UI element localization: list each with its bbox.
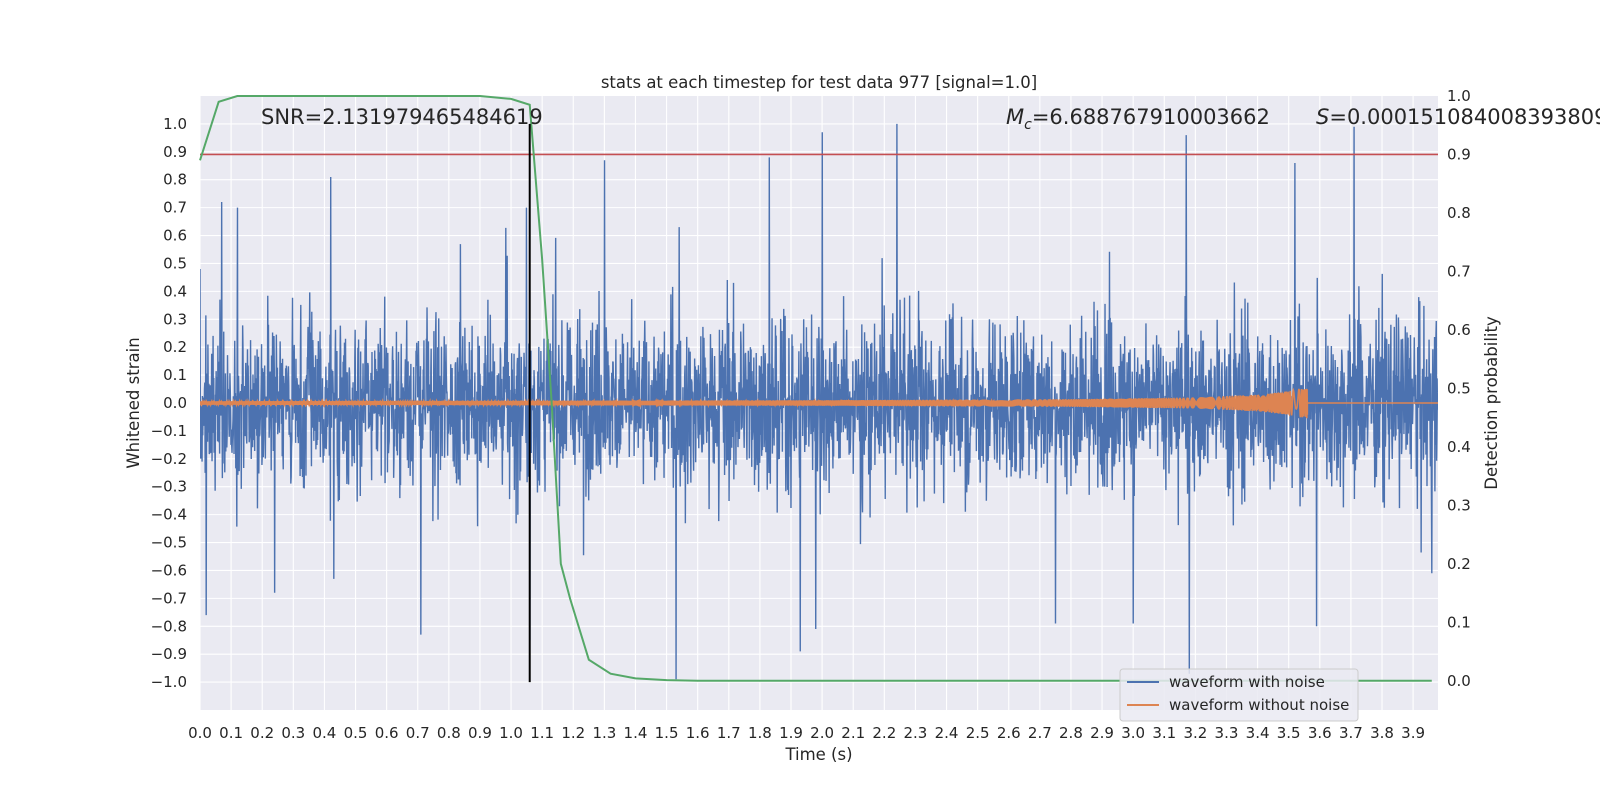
y2-tick-label: 0.6 bbox=[1447, 321, 1471, 339]
x-tick-label: 2.8 bbox=[1059, 724, 1083, 742]
x-tick-label: 1.7 bbox=[717, 724, 741, 742]
x-tick-label: 1.4 bbox=[624, 724, 648, 742]
x-axis-label: Time (s) bbox=[784, 745, 852, 764]
s-annotation: S=0.000151084008393809 bbox=[1316, 105, 1600, 129]
y-axis-label: Whitened strain bbox=[124, 337, 143, 468]
legend-box bbox=[1119, 668, 1359, 722]
x-tick-label: 0.3 bbox=[281, 724, 305, 742]
x-tick-label: 0.1 bbox=[219, 724, 243, 742]
y-tick-label: 0.1 bbox=[163, 366, 187, 384]
y-tick-label: −0.1 bbox=[151, 422, 187, 440]
y2-tick-label: 0.2 bbox=[1447, 555, 1471, 573]
clean-waveform-line bbox=[200, 387, 1438, 419]
x-tick-label: 3.4 bbox=[1246, 724, 1270, 742]
chirp-mass-value: =6.688767910003662 bbox=[1032, 105, 1270, 129]
chirp-mass-symbol: M bbox=[1006, 105, 1024, 129]
y-tick-label: −0.6 bbox=[151, 561, 187, 579]
x-tick-label: 3.9 bbox=[1401, 724, 1425, 742]
y-tick-label: −1.0 bbox=[151, 673, 187, 691]
x-tick-label: 0.9 bbox=[468, 724, 492, 742]
y2-tick-label: 0.7 bbox=[1447, 262, 1471, 280]
y-tick-label: 0.2 bbox=[163, 338, 187, 356]
y-tick-labels: 1.0 0.9 0.8 0.7 0.6 0.5 0.4 0.3 0.2 0.1 0.0 −0.1 −0.… bbox=[151, 115, 187, 691]
y2-tick-label: 0.5 bbox=[1447, 379, 1471, 397]
x-tick-labels: 0.0 0.1 0.2 0.3 0.4 0.5 0.6 0.7 0.8 0.9 1.0 1.1 1.2 1… bbox=[188, 724, 1425, 742]
chirp-mass-annotation: Mc=6.688767910003662 bbox=[1006, 105, 1270, 133]
x-tick-label: 1.2 bbox=[561, 724, 585, 742]
y-tick-label: 0.4 bbox=[163, 282, 187, 300]
x-tick-label: 3.5 bbox=[1277, 724, 1301, 742]
y2-tick-labels: 1.0 0.9 0.8 0.7 0.6 0.5 0.4 0.3 0.2 0.1 0.0 bbox=[1447, 87, 1471, 690]
x-tick-label: 2.9 bbox=[1090, 724, 1114, 742]
s-value: =0.000151084008393809 bbox=[1329, 105, 1600, 129]
x-tick-label: 3.1 bbox=[1152, 724, 1176, 742]
y-tick-label: −0.4 bbox=[151, 506, 187, 524]
x-tick-label: 3.6 bbox=[1308, 724, 1332, 742]
x-tick-label: 3.0 bbox=[1121, 724, 1145, 742]
legend-label-without-noise: waveform without noise bbox=[1169, 696, 1349, 714]
x-tick-label: 2.4 bbox=[935, 724, 959, 742]
x-tick-label: 0.6 bbox=[375, 724, 399, 742]
y-tick-label: 0.3 bbox=[163, 310, 187, 328]
x-tick-label: 0.4 bbox=[312, 724, 336, 742]
y2-tick-label: 0.9 bbox=[1447, 145, 1471, 163]
y-tick-label: −0.7 bbox=[151, 589, 187, 607]
y-tick-label: 0.6 bbox=[163, 227, 187, 245]
y-tick-label: −0.3 bbox=[151, 478, 187, 496]
y-tick-label: 1.0 bbox=[163, 115, 187, 133]
y-tick-label: 0.7 bbox=[163, 199, 187, 217]
y2-axis-label: Detection probability bbox=[1482, 316, 1501, 490]
x-tick-label: 0.2 bbox=[250, 724, 274, 742]
x-tick-label: 0.5 bbox=[344, 724, 368, 742]
x-tick-label: 1.0 bbox=[499, 724, 523, 742]
y2-tick-label: 0.0 bbox=[1447, 672, 1471, 690]
x-tick-label: 1.6 bbox=[686, 724, 710, 742]
y-tick-label: −0.5 bbox=[151, 534, 187, 552]
y2-tick-label: 0.3 bbox=[1447, 496, 1471, 514]
x-tick-label: 2.2 bbox=[872, 724, 896, 742]
y-tick-label: 0.9 bbox=[163, 143, 187, 161]
x-tick-label: 2.6 bbox=[997, 724, 1021, 742]
x-tick-label: 3.8 bbox=[1370, 724, 1394, 742]
y-tick-label: 0.8 bbox=[163, 171, 187, 189]
x-tick-label: 3.7 bbox=[1339, 724, 1363, 742]
x-tick-label: 2.7 bbox=[1028, 724, 1052, 742]
x-tick-label: 1.5 bbox=[655, 724, 679, 742]
y-tick-label: 0.5 bbox=[163, 254, 187, 272]
horizontal-gridlines bbox=[200, 123, 1438, 683]
x-tick-label: 3.2 bbox=[1183, 724, 1207, 742]
x-tick-label: 0.0 bbox=[188, 724, 212, 742]
y2-tick-label: 0.8 bbox=[1447, 204, 1471, 222]
y-tick-label: −0.8 bbox=[151, 617, 187, 635]
x-tick-label: 1.8 bbox=[748, 724, 772, 742]
legend-label-with-noise: waveform with noise bbox=[1169, 673, 1325, 691]
y2-tick-label: 1.0 bbox=[1447, 87, 1471, 105]
x-tick-label: 3.3 bbox=[1215, 724, 1239, 742]
chirp-mass-subscript: c bbox=[1024, 117, 1032, 133]
x-tick-label: 2.5 bbox=[966, 724, 990, 742]
x-tick-label: 0.7 bbox=[406, 724, 430, 742]
x-tick-label: 2.3 bbox=[903, 724, 927, 742]
series-detection-probability bbox=[199, 95, 1432, 682]
y-tick-label: −0.9 bbox=[151, 645, 187, 663]
chart-title: stats at each timestep for test data 977… bbox=[601, 73, 1037, 92]
s-symbol: S bbox=[1316, 105, 1329, 129]
x-tick-label: 2.0 bbox=[810, 724, 834, 742]
snr-annotation: SNR=2.131979465484619 bbox=[261, 105, 543, 129]
y2-tick-label: 0.1 bbox=[1447, 613, 1471, 631]
y-tick-label: −0.2 bbox=[151, 450, 187, 468]
series-waveform-without-noise bbox=[200, 387, 1438, 419]
x-tick-label: 0.8 bbox=[437, 724, 461, 742]
x-tick-label: 1.9 bbox=[779, 724, 803, 742]
legend: waveform with noise waveform without noi… bbox=[1119, 668, 1359, 722]
x-tick-label: 1.1 bbox=[530, 724, 554, 742]
x-tick-label: 1.3 bbox=[592, 724, 616, 742]
y2-tick-label: 0.4 bbox=[1447, 438, 1471, 456]
y-tick-label: 0.0 bbox=[163, 394, 187, 412]
x-tick-label: 2.1 bbox=[841, 724, 865, 742]
